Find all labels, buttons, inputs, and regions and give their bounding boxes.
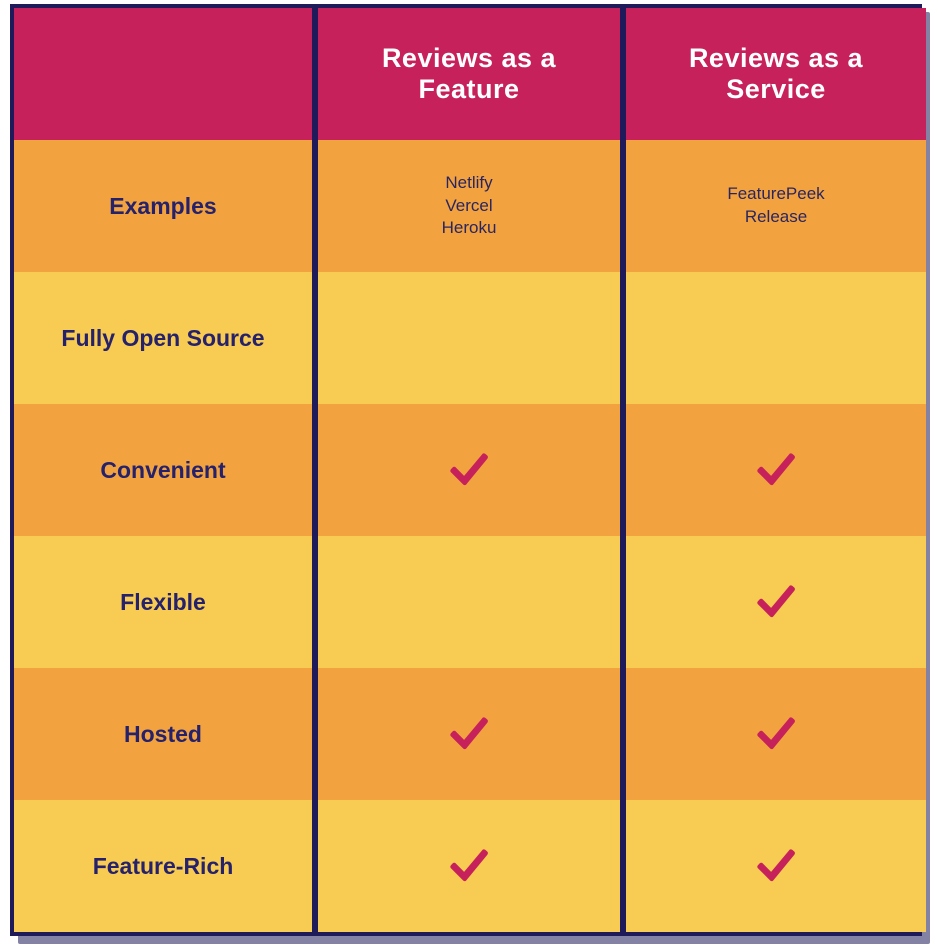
check-icon	[748, 574, 804, 630]
data-cell	[318, 404, 620, 536]
check-icon	[748, 838, 804, 894]
data-cell	[626, 272, 926, 404]
row-label-cell: Convenient	[14, 404, 312, 536]
row-label-cell: Fully Open Source	[14, 272, 312, 404]
data-cell	[318, 800, 620, 932]
data-cell	[626, 404, 926, 536]
check-icon	[441, 442, 497, 498]
example-item: Vercel	[445, 195, 492, 218]
example-item: FeaturePeek	[727, 183, 824, 206]
column-header-label: Reviews as a Feature	[328, 43, 610, 105]
data-cell	[626, 536, 926, 668]
data-cell	[626, 668, 926, 800]
row-label: Convenient	[100, 457, 225, 484]
example-item: Netlify	[445, 172, 492, 195]
data-cell	[318, 668, 620, 800]
row-label-cell: Feature-Rich	[14, 800, 312, 932]
data-cell	[626, 800, 926, 932]
row-label: Hosted	[124, 721, 202, 748]
row-label: Fully Open Source	[61, 325, 264, 352]
column-separator	[312, 8, 318, 932]
table-column: Reviews as a Feature NetlifyVercelHeroku	[318, 8, 620, 932]
header-cell-empty	[14, 8, 312, 140]
data-cell: NetlifyVercelHeroku	[318, 140, 620, 272]
row-label-cell: Examples	[14, 140, 312, 272]
column-header-label: Reviews as a Service	[636, 43, 916, 105]
row-label: Flexible	[120, 589, 206, 616]
example-item: Release	[745, 206, 807, 229]
header-cell: Reviews as a Service	[626, 8, 926, 140]
row-label: Examples	[109, 193, 216, 220]
header-cell: Reviews as a Feature	[318, 8, 620, 140]
row-label-cell: Flexible	[14, 536, 312, 668]
check-icon	[441, 706, 497, 762]
row-label-cell: Hosted	[14, 668, 312, 800]
example-item: Heroku	[442, 217, 497, 240]
data-cell: FeaturePeekRelease	[626, 140, 926, 272]
check-icon	[748, 706, 804, 762]
row-label: Feature-Rich	[93, 853, 234, 880]
check-icon	[441, 838, 497, 894]
comparison-table: Examples Fully Open Source Convenient Flexi…	[10, 4, 922, 936]
check-icon	[748, 442, 804, 498]
table-column: Examples Fully Open Source Convenient Flexi…	[14, 8, 312, 932]
column-separator	[620, 8, 626, 932]
data-cell	[318, 272, 620, 404]
table-column: Reviews as a Service FeaturePeekRelease	[626, 8, 926, 932]
data-cell	[318, 536, 620, 668]
